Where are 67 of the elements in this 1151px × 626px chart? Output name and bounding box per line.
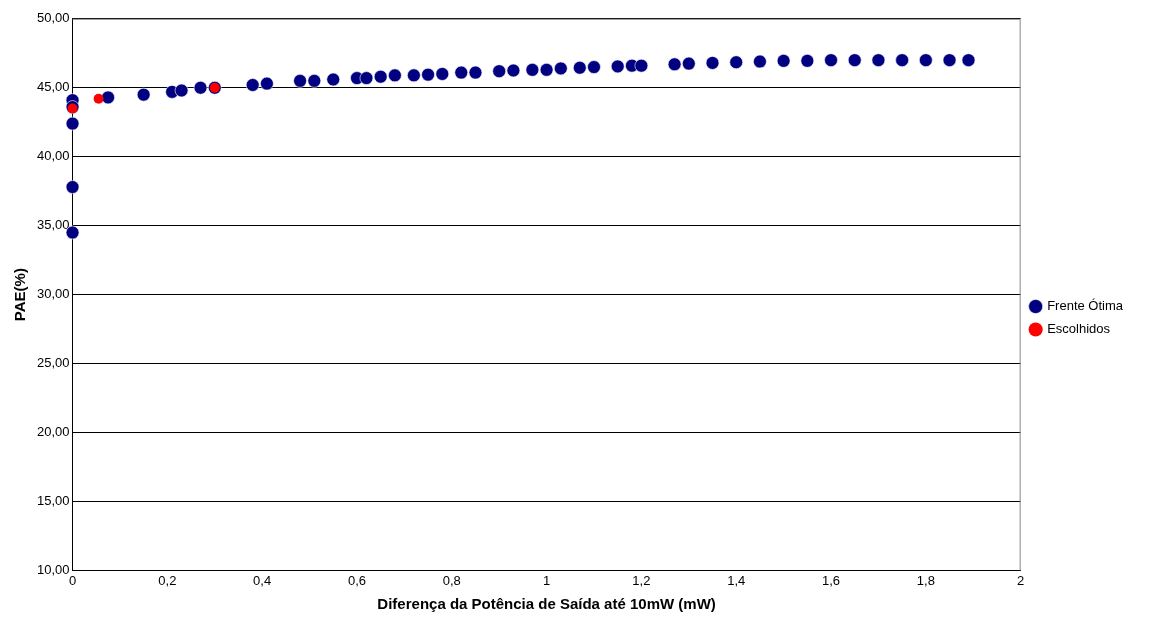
point <box>307 74 322 88</box>
point <box>572 60 587 75</box>
point <box>942 53 957 67</box>
point <box>435 67 450 81</box>
point <box>245 78 260 92</box>
point <box>93 93 104 104</box>
point <box>506 63 521 78</box>
point <box>800 54 815 68</box>
point <box>961 53 976 67</box>
point <box>525 63 540 77</box>
point <box>421 67 435 82</box>
x-tick-label: 0,8 <box>442 572 461 588</box>
point <box>847 53 862 67</box>
point <box>729 55 744 70</box>
point <box>65 180 80 194</box>
point <box>65 116 80 131</box>
point <box>293 74 307 88</box>
legend-label: Escolhidos <box>1047 321 1111 337</box>
point <box>174 83 189 98</box>
point <box>824 53 838 67</box>
point <box>634 58 649 73</box>
point <box>388 68 402 83</box>
point <box>776 54 791 68</box>
y-tick-label: 45,00 <box>36 79 70 95</box>
point <box>919 53 933 67</box>
x-tick-label: 1,8 <box>916 572 935 588</box>
point <box>587 60 601 74</box>
point <box>871 53 886 67</box>
x-tick-label: 2 <box>1017 572 1025 588</box>
y-tick-label: 30,00 <box>36 286 70 302</box>
point <box>136 87 151 102</box>
legend-label: Frente Ótima <box>1047 298 1124 314</box>
x-tick-label: 1,6 <box>821 572 841 588</box>
point <box>554 61 568 76</box>
point <box>359 71 374 85</box>
y-axis-title: PAE(%) <box>11 268 29 322</box>
y-tick-label: 40,00 <box>36 148 70 164</box>
point <box>326 72 341 87</box>
x-tick-label: 0,6 <box>347 572 366 588</box>
x-tick-label: 1,2 <box>632 572 651 588</box>
point <box>539 63 554 77</box>
point <box>492 64 506 78</box>
y-tick-label: 25,00 <box>36 355 70 371</box>
point <box>454 65 469 80</box>
point <box>753 54 767 69</box>
y-tick-label: 10,00 <box>36 561 70 577</box>
y-tick-label: 50,00 <box>36 10 70 26</box>
point <box>260 76 274 91</box>
x-tick-label: 1 <box>542 572 551 588</box>
point <box>373 69 388 84</box>
y-tick-label: 20,00 <box>36 424 70 440</box>
y-tick-label: 15,00 <box>36 493 70 509</box>
point <box>705 56 720 70</box>
y-tick-label: 35,00 <box>36 217 70 233</box>
point <box>101 90 115 105</box>
x-axis-title: Diferença da Potência de Saída até 10mW (mW) <box>377 595 716 613</box>
point <box>667 57 682 72</box>
x-tick-label: 0,4 <box>253 572 272 588</box>
point <box>610 59 625 74</box>
x-tick-label: 0 <box>68 572 77 588</box>
x-tick-label: 1,4 <box>727 572 746 588</box>
point <box>407 68 421 83</box>
x-tick-label: 0,2 <box>158 572 177 588</box>
point <box>193 80 208 95</box>
point <box>895 53 909 67</box>
point <box>468 65 483 80</box>
point <box>682 56 696 71</box>
